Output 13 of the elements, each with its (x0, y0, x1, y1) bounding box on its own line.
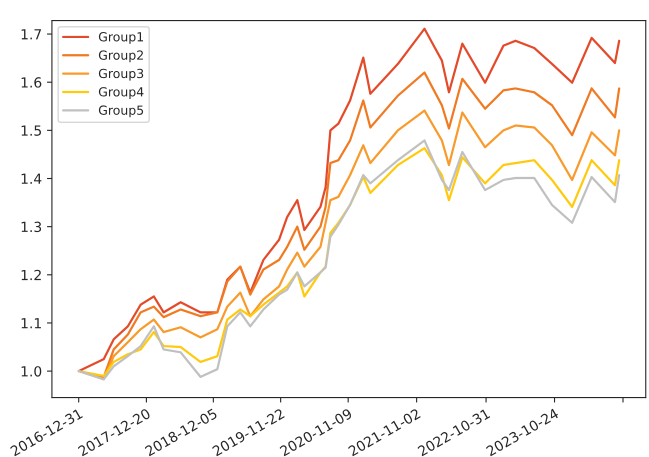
legend-label: Group1 (98, 32, 144, 44)
legend-label: Group5 (98, 105, 144, 118)
y-tick-label: 1.1 (22, 318, 41, 328)
y-tick-label: 1.0 (22, 366, 42, 377)
y-tick-label: 1.3 (22, 222, 42, 232)
y-tick-label: 1.6 (22, 77, 42, 88)
y-tick-label: 1.2 (22, 270, 41, 280)
y-tick-label: 1.7 (22, 29, 42, 40)
y-tick-label: 1.4 (22, 174, 42, 184)
legend-label: Group2 (98, 50, 143, 62)
legend-label: Group3 (98, 68, 144, 81)
y-tick-label: 1.5 (22, 126, 41, 136)
legend-label: Group4 (98, 87, 144, 99)
